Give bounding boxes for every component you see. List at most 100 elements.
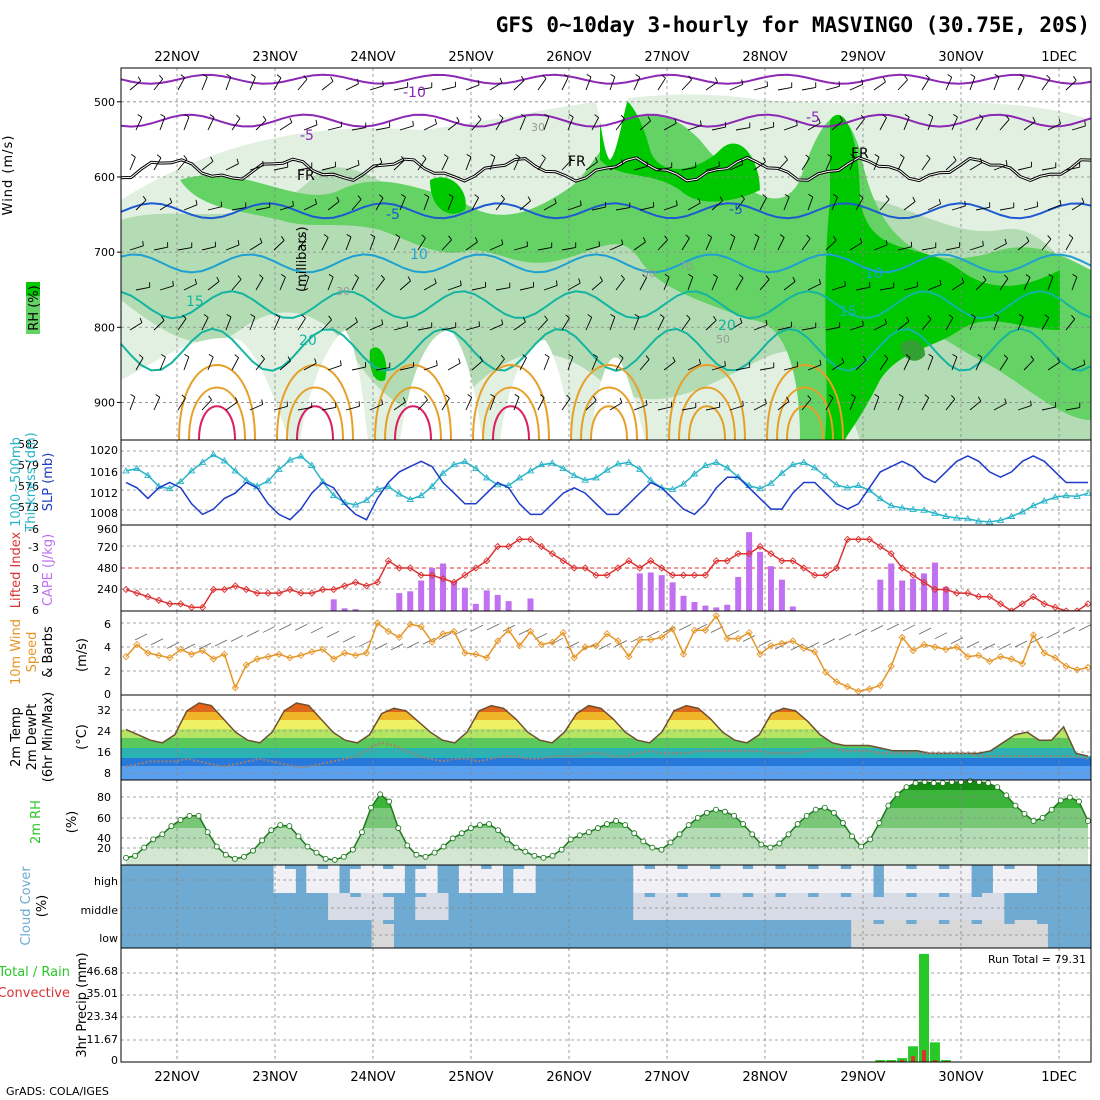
cape-bar bbox=[472, 603, 479, 611]
wind-barb-flag bbox=[740, 194, 745, 200]
wind-barb bbox=[855, 286, 870, 291]
pressure-tick: 500 bbox=[94, 96, 115, 109]
rh2m-point bbox=[794, 821, 801, 827]
wind10-point bbox=[745, 628, 753, 637]
lifted-index-point bbox=[209, 585, 218, 594]
wind-barb bbox=[201, 246, 216, 251]
wind-barb-flag bbox=[827, 154, 832, 158]
rh2m-point bbox=[340, 853, 347, 860]
wind-barb-flag bbox=[724, 360, 726, 367]
cloud-level-label: low bbox=[99, 932, 118, 945]
wind-barb-flag bbox=[182, 314, 187, 319]
wind-barb-flag bbox=[466, 153, 472, 158]
cape-bar bbox=[330, 599, 337, 611]
wind-barb-flag bbox=[544, 315, 548, 321]
wind-barb-flag bbox=[904, 75, 908, 81]
cloud-panel: high middle low bbox=[80, 864, 1092, 949]
wind-barb bbox=[129, 322, 143, 331]
wind-barb bbox=[975, 206, 990, 211]
rh2m-point bbox=[967, 778, 973, 784]
wind-barb bbox=[513, 80, 525, 91]
wind-barb-flag bbox=[498, 114, 504, 119]
wind-barb-flag bbox=[434, 278, 437, 284]
thickness-point bbox=[329, 491, 338, 499]
wind-barb bbox=[585, 76, 592, 91]
axis-tick: 23.34 bbox=[87, 1010, 119, 1023]
rh2m-point bbox=[676, 831, 683, 838]
wind-barb bbox=[903, 201, 916, 211]
wind10-point bbox=[811, 648, 819, 656]
lifted-index-point bbox=[712, 557, 720, 565]
cloud-cell bbox=[655, 893, 667, 920]
lifted-index-point bbox=[898, 564, 906, 572]
wind10-point bbox=[548, 638, 556, 646]
axis-tick: 579 bbox=[18, 459, 39, 472]
wind-barb bbox=[207, 356, 214, 371]
lifted-index-point bbox=[964, 589, 972, 597]
wind-barb bbox=[657, 317, 665, 331]
cloud-cell bbox=[829, 893, 841, 920]
cloud-cell bbox=[1014, 865, 1027, 893]
wind-barb-flag bbox=[208, 353, 214, 358]
wind-barb bbox=[993, 76, 1000, 91]
wind10-barb bbox=[950, 637, 964, 644]
rh-region bbox=[400, 330, 482, 440]
wind-barb-flag bbox=[401, 155, 405, 161]
wind-barb bbox=[825, 326, 840, 331]
wind-barb bbox=[159, 285, 174, 291]
wind-barb-flag bbox=[208, 395, 212, 401]
wind-barb bbox=[495, 358, 505, 371]
cloud-cell bbox=[807, 869, 820, 893]
cloud-cell bbox=[742, 897, 754, 920]
cloud-cell bbox=[709, 897, 721, 920]
cloud-cell bbox=[873, 897, 885, 920]
wind-barb-flag bbox=[435, 360, 438, 366]
wind-barb bbox=[129, 156, 136, 171]
wind10-point bbox=[1084, 663, 1092, 672]
cape-bar bbox=[418, 580, 425, 611]
wind-barb bbox=[561, 317, 570, 331]
rh2m-point bbox=[803, 812, 810, 819]
wind-barb-flag bbox=[237, 239, 240, 246]
precip-ticks: 46.68 35.01 23.34 11.67 0 bbox=[87, 965, 119, 1067]
cloud-cell bbox=[742, 869, 754, 893]
bottom-date-label: 24NOV bbox=[350, 1070, 395, 1085]
wind10-point bbox=[942, 645, 950, 654]
wind-barb bbox=[1065, 318, 1076, 331]
pressure-axis-label: (millibars) bbox=[295, 226, 310, 292]
wind-barb bbox=[369, 403, 383, 411]
wind-barb bbox=[1071, 364, 1086, 371]
wind-barb-flag bbox=[805, 154, 810, 159]
wind-barb bbox=[1017, 316, 1024, 331]
thickness-point bbox=[231, 467, 240, 474]
wind-barb bbox=[375, 367, 390, 371]
precip-label-b: Convective bbox=[0, 986, 70, 1001]
wind-barb bbox=[633, 404, 648, 411]
rh-region bbox=[600, 93, 760, 202]
wind10-point bbox=[854, 687, 863, 696]
wind-barb-flag bbox=[828, 394, 834, 399]
cloud-cell bbox=[916, 893, 929, 920]
wind-barb bbox=[1017, 405, 1032, 411]
wind10-point bbox=[362, 649, 371, 657]
wind-barb-flag bbox=[234, 397, 238, 403]
wind-barb bbox=[945, 317, 954, 331]
lifted-index-point bbox=[570, 564, 578, 572]
wind-barb-flag bbox=[686, 314, 691, 319]
wind-barb-flag bbox=[898, 394, 904, 398]
rh2m-point bbox=[749, 831, 756, 838]
wind10-label-b: Speed bbox=[25, 632, 40, 673]
wind10-point bbox=[789, 637, 797, 645]
wind-barb bbox=[231, 279, 242, 291]
wind-barb-flag bbox=[850, 394, 856, 398]
wind-barb bbox=[345, 83, 359, 91]
wind-barb-flag bbox=[578, 278, 581, 284]
wind-barb-flag bbox=[906, 316, 910, 322]
slp-series bbox=[122, 450, 1092, 525]
wind-barb-flag bbox=[739, 317, 743, 323]
wind-barb bbox=[441, 397, 450, 411]
lifted-index-point bbox=[1051, 603, 1059, 612]
wind-barb-flag bbox=[357, 159, 360, 166]
wind-barb-flag bbox=[381, 319, 384, 325]
cloud-cell bbox=[382, 869, 394, 893]
